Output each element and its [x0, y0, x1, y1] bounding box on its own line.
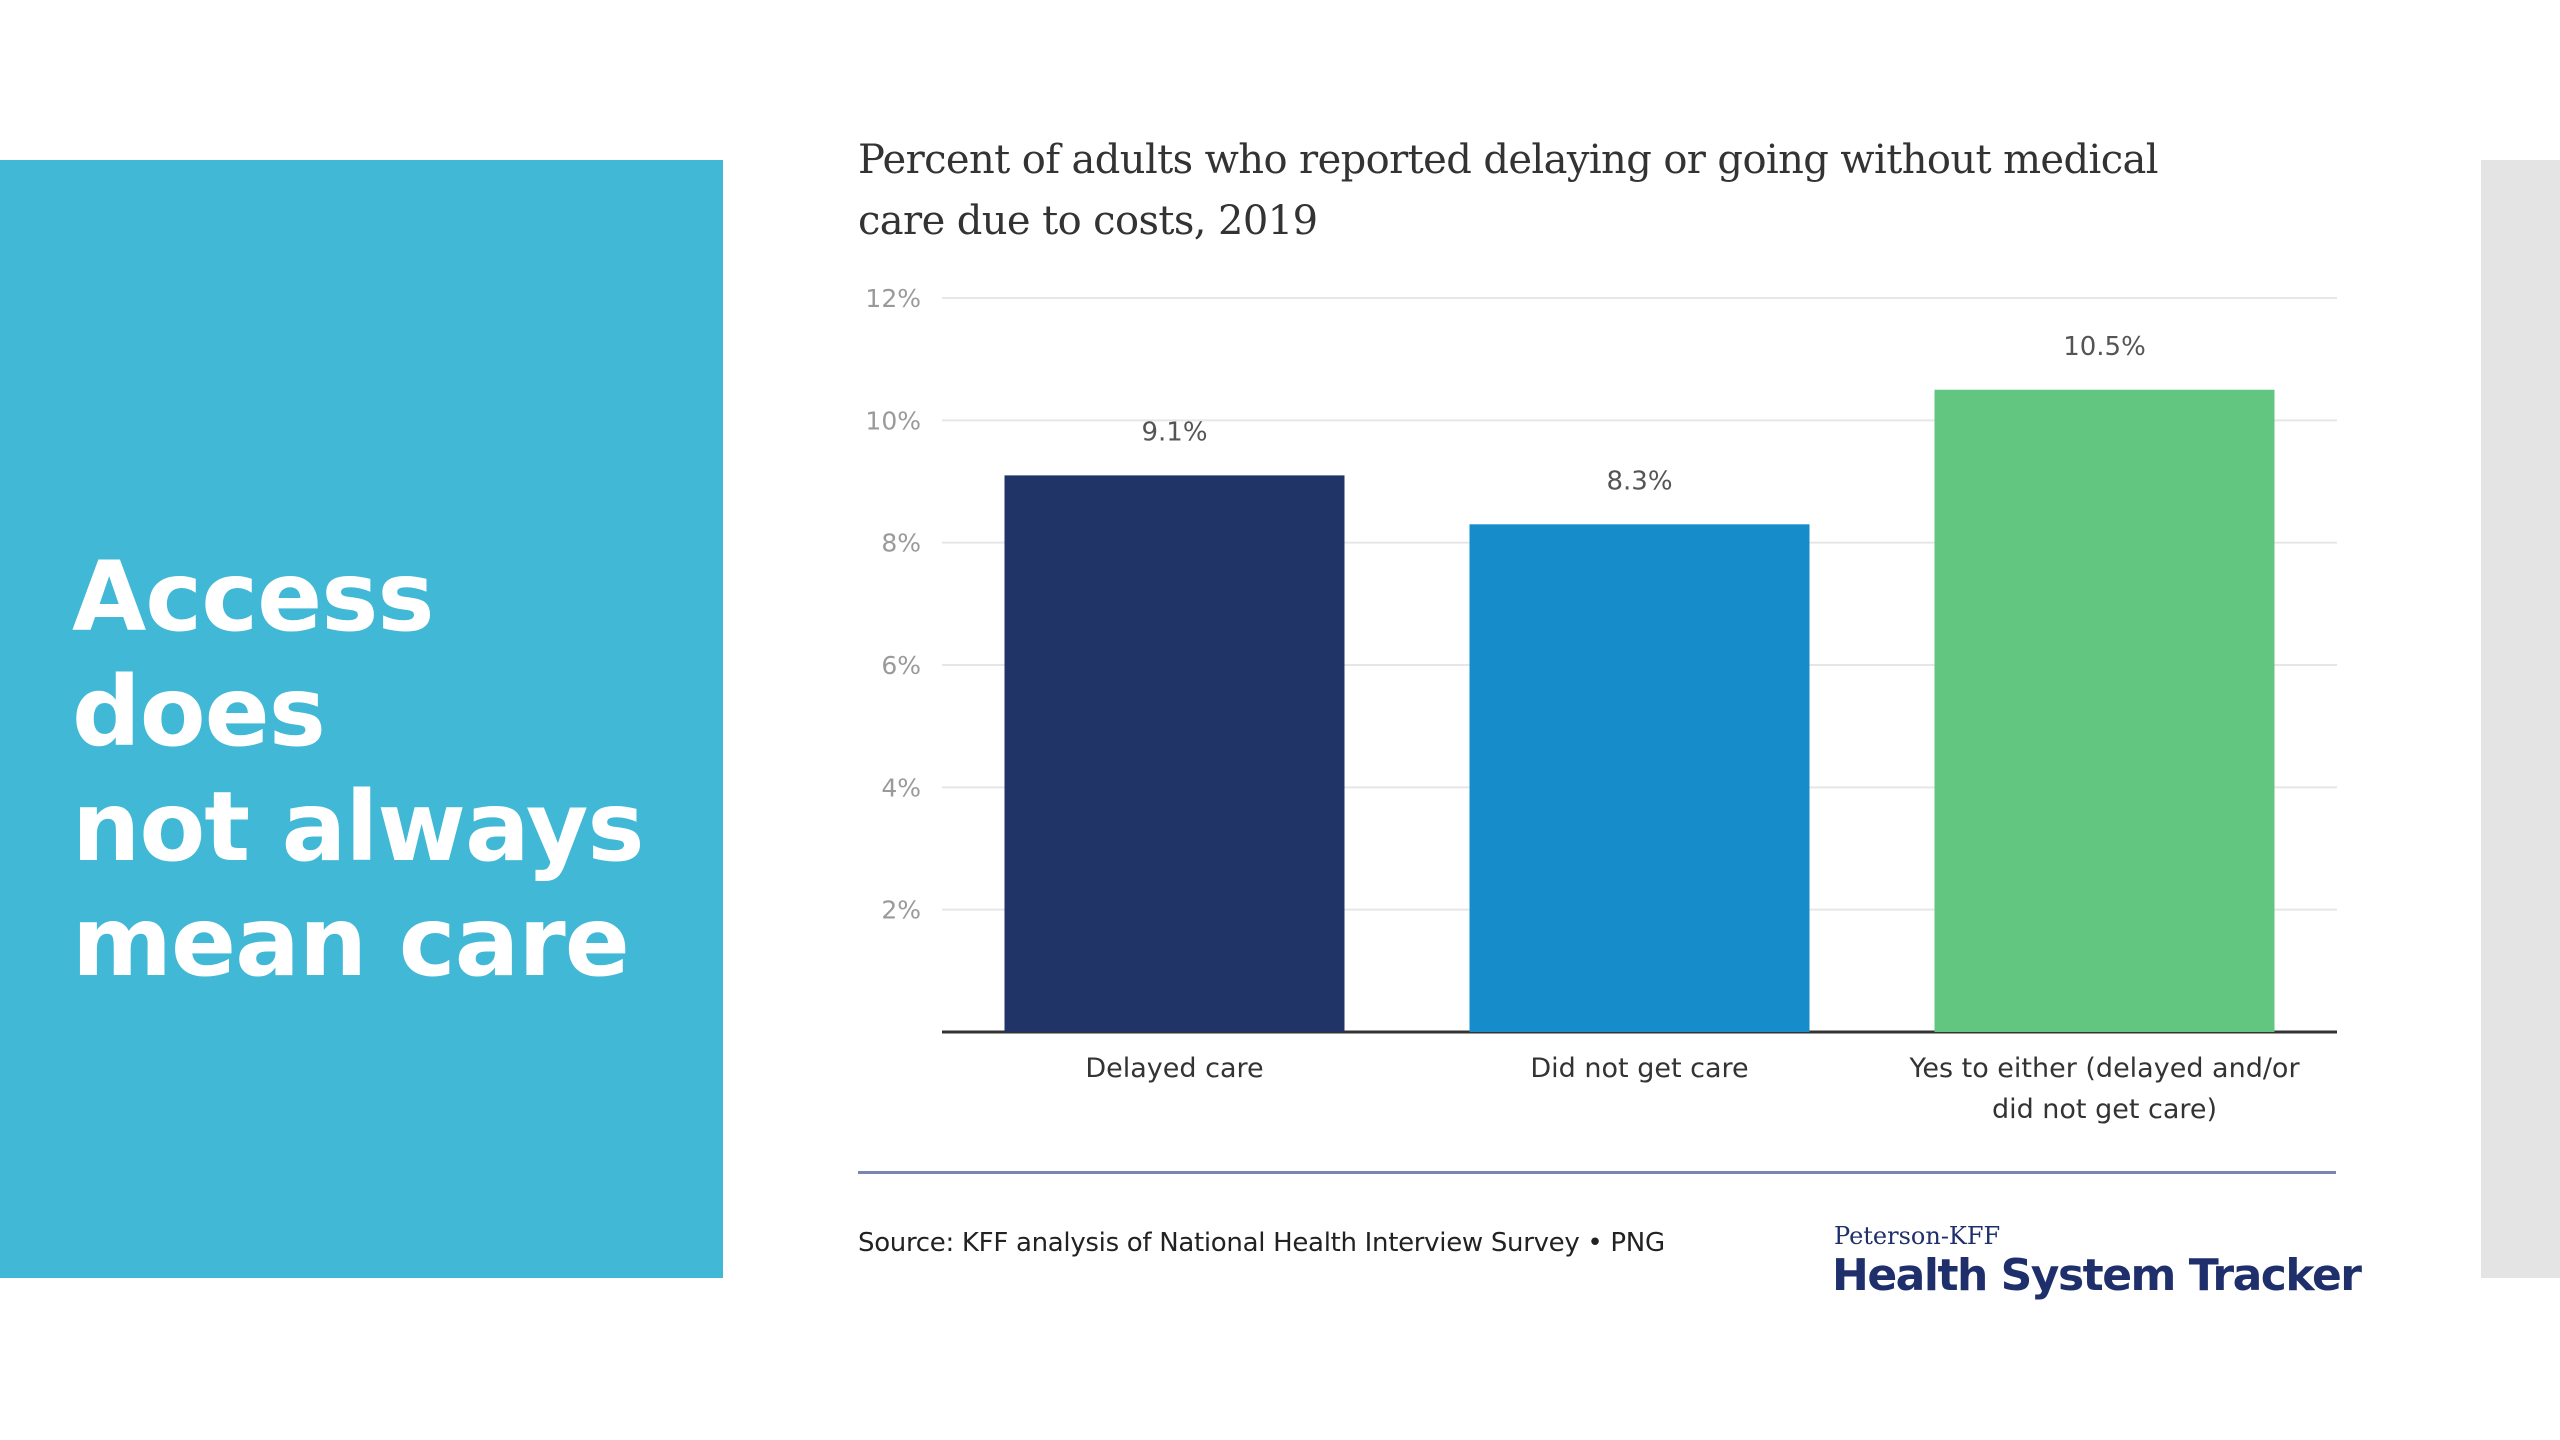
footer-divider — [858, 1171, 2336, 1174]
y-tick-label: 12% — [865, 284, 921, 313]
brand-overline: Peterson-KFF — [1834, 1222, 2001, 1250]
data-label: 8.3% — [1606, 466, 1672, 496]
y-tick-label: 8% — [881, 529, 921, 558]
y-tick-label: 10% — [865, 406, 921, 435]
data-label: 10.5% — [2063, 332, 2146, 362]
category-label: Yes to either (delayed and/or — [1908, 1053, 2300, 1084]
data-label: 9.1% — [1141, 417, 1207, 447]
slide-title-line: not always — [72, 771, 645, 883]
y-tick-label: 4% — [881, 773, 921, 802]
y-tick-label: 6% — [881, 651, 921, 680]
source-note: Source: KFF analysis of National Health … — [858, 1228, 1665, 1258]
chart-title-line: care due to costs, 2019 — [858, 198, 1318, 244]
category-label: Delayed care — [1085, 1053, 1263, 1084]
slide-title-line: mean care — [72, 886, 630, 998]
chart-title-line: Percent of adults who reported delaying … — [858, 137, 2159, 183]
bar — [1934, 389, 2275, 1032]
chart-title: Percent of adults who reported delaying … — [858, 130, 2338, 252]
slide-title-line: Access does — [72, 541, 435, 768]
slide-title: Access does not always mean care — [72, 540, 712, 1000]
y-tick-label: 2% — [881, 896, 921, 925]
category-label: Did not get care — [1530, 1053, 1748, 1084]
side-strip — [2481, 160, 2560, 1278]
bar — [1004, 475, 1345, 1033]
bar — [1469, 524, 1810, 1032]
brand-logo-text: Health System Tracker — [1832, 1250, 2362, 1301]
category-label: did not get care) — [1992, 1094, 2217, 1125]
title-panel — [0, 160, 723, 1278]
